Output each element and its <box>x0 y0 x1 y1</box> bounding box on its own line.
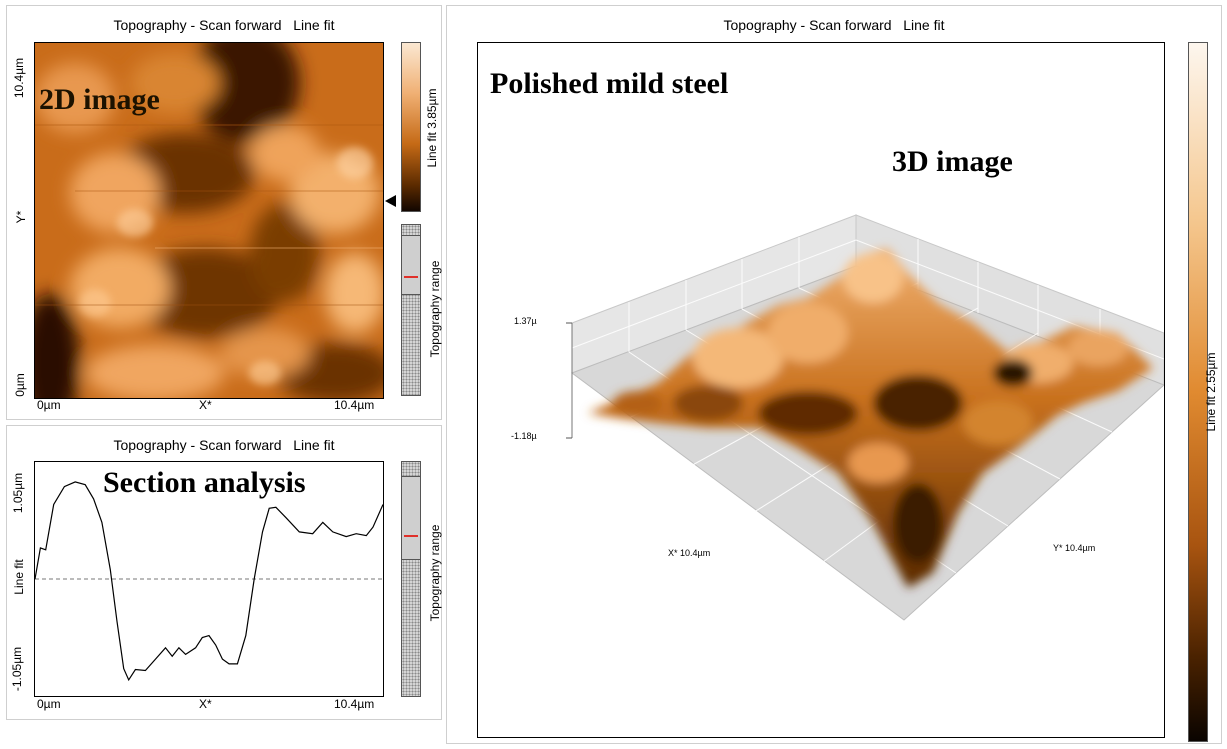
range-label-2d: Topography range <box>428 260 442 358</box>
topography-3d-view[interactable]: 1.37µ -1.18µ X* 10.4µm Y* 10.4µm Polishe… <box>477 42 1165 738</box>
overlay-label-3d: 3D image <box>892 145 1013 178</box>
range-marker <box>404 535 418 537</box>
section-profile-line <box>35 481 383 682</box>
overlay-label-2d: 2D image <box>39 83 160 116</box>
panel-title: Topography - Scan forward Line fit <box>113 437 335 453</box>
y-bottom-label: 0µm <box>13 373 27 397</box>
panel-title: Topography - Scan forward Line fit <box>723 17 945 33</box>
x-axis-label: X* <box>199 697 212 711</box>
x-axis-label: X* 10.4µm <box>668 548 711 558</box>
y-axis-label: Y* 10.4µm <box>1053 543 1096 553</box>
overlay-label-section: Section analysis <box>103 466 306 499</box>
x-left-label: 0µm <box>37 398 61 412</box>
topography-2d-svg <box>35 43 383 398</box>
range-window[interactable] <box>402 476 420 560</box>
section-profile-plot[interactable]: Section analysis <box>34 461 384 697</box>
topography-2d-image[interactable]: 2D image <box>34 42 384 399</box>
colorbar-2d-label: Line fit 3.85µm <box>425 88 439 168</box>
topography-range-slider-2d[interactable] <box>401 224 421 396</box>
y-top-label: 1.05µm <box>11 472 25 514</box>
z-top-label: 1.37µ <box>514 316 537 326</box>
topography-range-slider-section[interactable] <box>401 461 421 697</box>
y-axis-label: Y* <box>14 210 28 224</box>
x-left-label: 0µm <box>37 697 61 711</box>
range-window[interactable] <box>402 235 420 295</box>
range-marker <box>404 276 418 278</box>
topography-3d-svg <box>566 214 1164 621</box>
overlay-label-title: Polished mild steel <box>490 67 729 100</box>
y-axis-label: Line fit <box>12 559 26 595</box>
range-label-section: Topography range <box>428 524 442 622</box>
panel-section-analysis: Topography - Scan forward Line fit 1.05µ… <box>6 425 442 720</box>
colorbar-3d-label: Line fit 2.55µm <box>1204 352 1218 432</box>
scan-line-marker-icon[interactable] <box>385 194 396 207</box>
section-profile-svg <box>35 481 383 682</box>
panel-2d-image: Topography - Scan forward Line fit 10.4µ… <box>6 5 442 420</box>
z-bottom-label: -1.18µ <box>511 431 537 441</box>
y-bottom-label: -1.05µm <box>10 646 24 692</box>
y-top-label: 10.4µm <box>12 57 26 99</box>
colorbar-3d <box>1188 42 1208 742</box>
x-right-label: 10.4µm <box>334 697 375 711</box>
x-axis-label: X* <box>199 398 212 412</box>
panel-title: Topography - Scan forward Line fit <box>113 17 335 33</box>
x-right-label: 10.4µm <box>334 398 375 412</box>
colorbar-2d <box>401 42 421 212</box>
panel-3d-image: Topography - Scan forward Line fit <box>446 5 1222 744</box>
